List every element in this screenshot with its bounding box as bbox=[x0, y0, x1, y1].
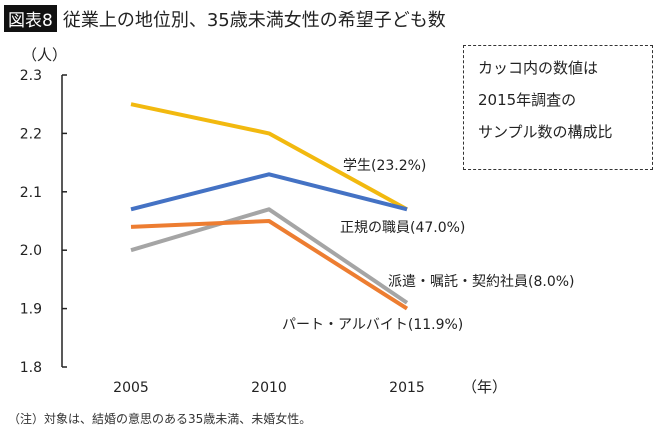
y-axis-label: （人） bbox=[22, 46, 67, 64]
y-tick-label: 2.3 bbox=[20, 68, 42, 84]
y-tick-label: 1.9 bbox=[20, 302, 42, 318]
y-tick-label: 2.1 bbox=[20, 185, 42, 201]
note-line: 2015年調査の bbox=[478, 91, 577, 109]
series-line bbox=[130, 102, 408, 212]
y-tick-label: 2.0 bbox=[20, 243, 42, 259]
series-label: 派遣・嘱託・契約社員(8.0%) bbox=[388, 274, 575, 290]
x-tick-label: 2005 bbox=[113, 380, 149, 396]
x-axis-label: （年） bbox=[462, 378, 507, 396]
title-text: 従業上の地位別、35歳未満女性の希望子ども数 bbox=[62, 9, 446, 31]
note-line: サンプル数の構成比 bbox=[478, 123, 613, 141]
y-tick-label: 2.2 bbox=[20, 126, 42, 142]
series-label: 正規の職員(47.0%) bbox=[340, 220, 465, 236]
series-label: 学生(23.2%) bbox=[343, 158, 426, 174]
chart-title: 図表8 従業上の地位別、35歳未満女性の希望子ども数 bbox=[4, 5, 446, 32]
figure-badge: 図表8 bbox=[4, 5, 57, 32]
series-label: パート・アルバイト(11.9%) bbox=[282, 317, 463, 333]
series-line bbox=[130, 172, 408, 212]
x-tick-label: 2010 bbox=[251, 380, 287, 396]
y-tick-label: 1.8 bbox=[20, 360, 42, 376]
note-line: カッコ内の数値は bbox=[478, 59, 599, 77]
note-box: カッコ内の数値は 2015年調査の サンプル数の構成比 bbox=[463, 45, 653, 170]
x-tick-label: 2015 bbox=[389, 380, 425, 396]
footnote: （注）対象は、結婚の意思のある35歳未満、未婚女性。 bbox=[8, 412, 312, 426]
